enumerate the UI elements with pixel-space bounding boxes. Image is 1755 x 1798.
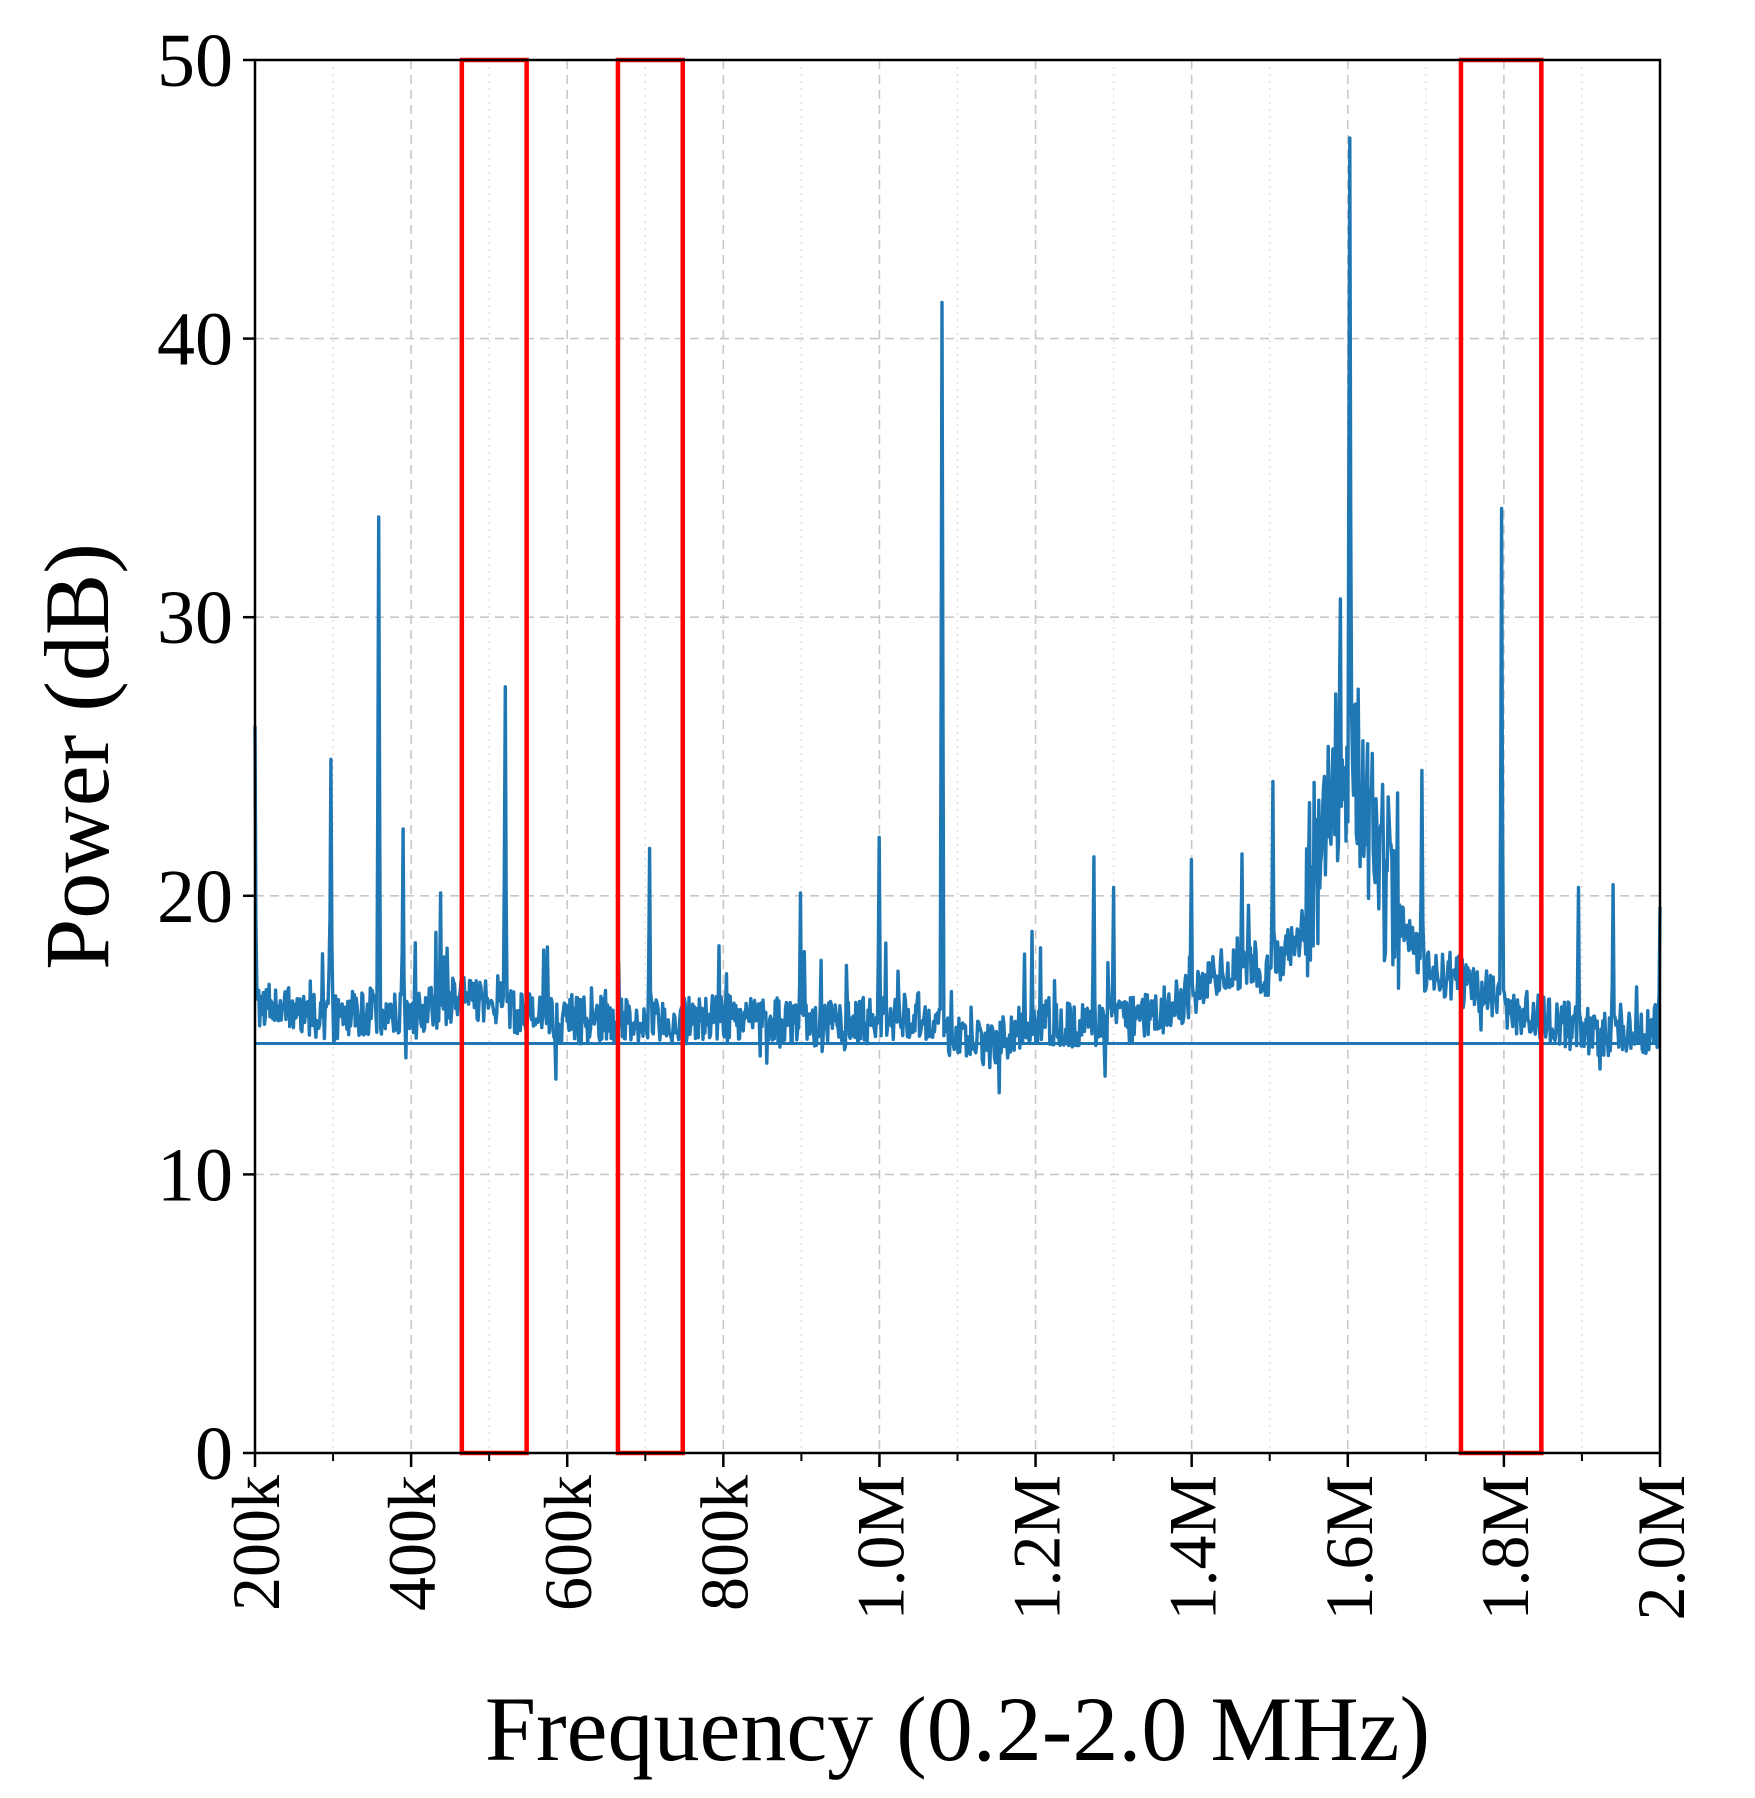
series-layer <box>253 136 1662 1095</box>
x-tick-label: 2.0M <box>1623 1475 1699 1620</box>
x-tick-label: 600k <box>530 1475 606 1611</box>
x-tick-label: 1.2M <box>999 1475 1075 1620</box>
x-tick-label: 200k <box>218 1475 294 1611</box>
y-tick-label: 30 <box>157 576 233 660</box>
x-tick-label: 800k <box>686 1475 762 1611</box>
y-tick-label: 50 <box>157 19 233 103</box>
x-tick-label: 1.8M <box>1467 1475 1543 1620</box>
y-axis-title: Power (dB) <box>26 543 128 970</box>
y-tick-label: 10 <box>157 1133 233 1217</box>
x-tick-label: 1.0M <box>842 1475 918 1620</box>
y-tick-label: 40 <box>157 298 233 382</box>
y-tick-label: 20 <box>157 855 233 939</box>
x-tick-label: 400k <box>374 1475 450 1611</box>
x-tick-label: 1.4M <box>1155 1475 1231 1620</box>
y-tick-label: 0 <box>195 1412 233 1496</box>
spectrum-line <box>253 136 1662 1095</box>
axis-ticks: 0 10 20 30 40 50 200k 400k 600k 800k 1.0M 1.2M 1.4M 1… <box>157 19 1699 1620</box>
x-tick-label: 1.6M <box>1311 1475 1387 1620</box>
x-axis-title: Frequency (0.2-2.0 MHz) <box>485 1678 1430 1780</box>
